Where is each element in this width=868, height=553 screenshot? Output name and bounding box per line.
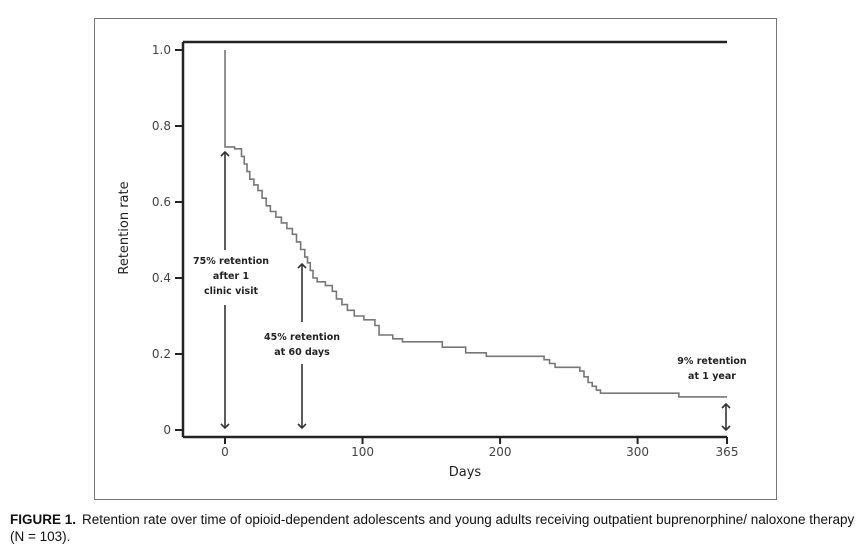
figure-caption: FIGURE 1. Retention rate over time of opi…: [10, 511, 865, 545]
y-tick-label: 0.6: [152, 195, 171, 209]
y-axis-label: Retention rate: [117, 181, 132, 274]
annotation-9-percent: 9% retention at 1 year: [677, 356, 747, 382]
x-tick-label: 0: [221, 445, 229, 459]
y-tick-label: 0.2: [152, 347, 171, 361]
x-tick-label: 300: [626, 445, 649, 459]
annotation-45-percent: 45% retention at 60 days: [264, 332, 340, 358]
annotation-75-percent: 75% retention after 1 clinic visit: [193, 256, 269, 297]
x-axis-label: Days: [449, 465, 482, 480]
y-tick-label: 0.8: [152, 119, 171, 133]
figure-frame: [94, 18, 777, 500]
y-tick-label: 1.0: [152, 43, 171, 57]
x-tick-label: 100: [351, 445, 374, 459]
x-tick-label: 200: [489, 445, 512, 459]
caption-label: FIGURE 1.: [10, 512, 77, 527]
y-tick-label: 0.4: [152, 271, 171, 285]
retention-step-line: [224, 50, 727, 398]
caption-text: Retention rate over time of opioid-depen…: [10, 512, 855, 544]
y-tick-label: 0: [163, 423, 171, 437]
x-tick-label: 365: [716, 445, 739, 459]
retention-chart: 0 0.2 0.4 0.6 0.8 1.0 0 100 200 300 365 75% retent…: [117, 40, 747, 480]
